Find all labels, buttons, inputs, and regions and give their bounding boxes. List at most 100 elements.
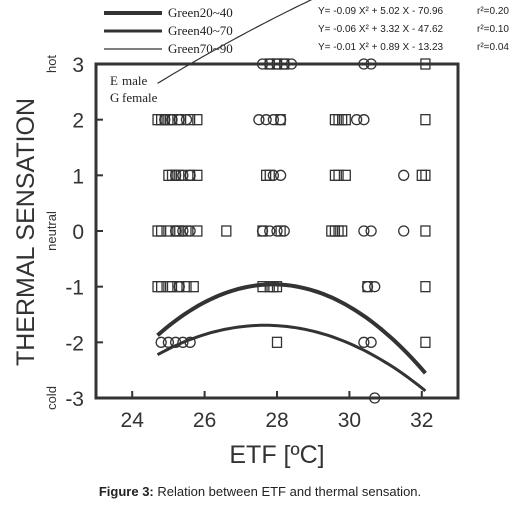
legend-equation-2: Y= -0.01 X² + 0.89 X - 13.23	[318, 42, 444, 53]
female-point-15	[398, 169, 410, 181]
x-tick-label-3: 30	[338, 409, 361, 432]
male-point-32	[181, 225, 192, 237]
male-point-19	[192, 169, 203, 181]
female-point-6	[267, 114, 280, 126]
female-point-4	[253, 114, 265, 126]
male-point-48	[188, 281, 199, 293]
female-point-7	[274, 114, 287, 126]
female-point-16	[169, 225, 182, 237]
legend-r2-1: r²=0.10	[477, 24, 509, 35]
male-point-22	[329, 169, 341, 181]
legend-r2-0: r²=0.20	[477, 6, 509, 17]
female-point-14	[274, 169, 287, 181]
legend-equation-0: Y= -0.09 X² + 5.02 X - 70.96	[318, 6, 444, 17]
y-tick-label-6: 3	[72, 54, 84, 77]
male-point-31	[174, 225, 185, 237]
male-point-27	[152, 225, 163, 237]
male-point-52	[271, 281, 283, 293]
female-point-29	[155, 336, 167, 348]
male-point-12	[340, 114, 351, 126]
figure-caption: Figure 3: Relation between ETF and therm…	[0, 484, 520, 499]
male-point-21	[264, 169, 275, 181]
male-point-7	[192, 114, 203, 126]
male-point-41	[420, 225, 431, 237]
legend-equation-1: Y= -0.06 X² + 3.32 X - 47.62	[318, 24, 444, 35]
y-tick-label-1: -2	[65, 332, 84, 355]
x-tick-label-4: 32	[410, 409, 433, 432]
male-point-43	[156, 281, 167, 293]
female-point-18	[184, 225, 196, 237]
male-point-25	[416, 169, 427, 181]
marker-legend-label-0: male	[122, 73, 147, 88]
female-point-27	[361, 281, 374, 293]
male-point-17	[174, 169, 185, 181]
marker-legend-symbol-1: G	[110, 90, 119, 105]
male-point-55	[271, 336, 283, 348]
female-point-8	[350, 114, 363, 126]
scale-word-cold: cold	[44, 386, 59, 410]
caption-label: Figure 3:	[98, 484, 154, 499]
male-point-26	[420, 169, 431, 181]
y-axis-title: THERMAL SENSATION	[12, 98, 40, 366]
male-point-47	[181, 281, 192, 293]
female-point-26	[173, 281, 185, 293]
female-point-30	[162, 336, 175, 348]
male-point-42	[152, 281, 163, 293]
curve-green40-70	[156, 323, 427, 393]
female-point-19	[256, 225, 269, 237]
x-axis-title: ETF [ºC]	[229, 441, 324, 469]
female-point-28	[369, 281, 381, 293]
female-point-34	[358, 336, 370, 348]
y-tick-label-3: 0	[72, 221, 84, 244]
scale-word-neutral: neutral	[44, 211, 59, 251]
marker-legend-label-1: female	[122, 90, 158, 105]
y-tick-label-5: 2	[72, 110, 84, 133]
female-point-20	[264, 225, 276, 237]
female-point-17	[177, 225, 189, 237]
caption-text: Relation between ETF and thermal sensati…	[153, 484, 422, 499]
female-point-1	[166, 114, 178, 126]
female-point-3	[180, 114, 193, 126]
female-point-25	[398, 225, 410, 237]
female-point-32	[177, 336, 189, 348]
legend: Green20~40 Y= -0.09 X² + 5.02 X - 70.96 r²…	[104, 5, 509, 56]
male-point-45	[166, 281, 178, 293]
male-point-13	[420, 114, 431, 126]
y-tick-label-2: -1	[65, 277, 84, 300]
female-point-12	[184, 169, 196, 181]
male-point-23	[333, 169, 344, 181]
male-point-40	[337, 225, 348, 237]
legend-label-1: Green40~70	[168, 23, 233, 38]
scale-word-hot: hot	[44, 55, 59, 73]
male-point-36	[275, 225, 286, 237]
female-point-23	[358, 225, 370, 237]
thermal-sensation-chart: Green20~40 Y= -0.09 X² + 5.02 X - 70.96 r²…	[12, 0, 509, 469]
female-point-35	[365, 336, 377, 348]
female-point-9	[358, 114, 370, 126]
x-tick-label-1: 26	[193, 409, 216, 432]
male-point-6	[184, 114, 196, 126]
y-tick-label-0: -3	[65, 388, 84, 411]
male-point-29	[163, 225, 174, 237]
female-point-24	[365, 225, 377, 237]
female-point-0	[159, 114, 171, 126]
y-tick-label-4: 1	[72, 165, 84, 188]
x-tick-label-2: 28	[265, 409, 288, 432]
marker-legend-symbol-0: E	[110, 73, 118, 88]
x-tick-label-0: 24	[121, 409, 145, 432]
male-point-24	[340, 169, 351, 181]
legend-label-0: Green20~40	[168, 5, 233, 20]
regression-curves	[156, 0, 427, 393]
curve-green70-90	[157, 0, 313, 84]
curve-green20-40	[156, 282, 427, 375]
data-marks	[152, 58, 431, 404]
female-point-22	[278, 225, 290, 237]
male-point-54	[420, 281, 431, 293]
male-point-56	[420, 336, 431, 348]
legend-r2-2: r²=0.04	[477, 42, 509, 53]
male-point-28	[156, 225, 167, 237]
y-axis-ticks: -3 -2 -1 0 1 2 3	[65, 54, 103, 411]
legend-label-2: Green70~90	[168, 41, 233, 56]
female-point-2	[173, 114, 185, 126]
